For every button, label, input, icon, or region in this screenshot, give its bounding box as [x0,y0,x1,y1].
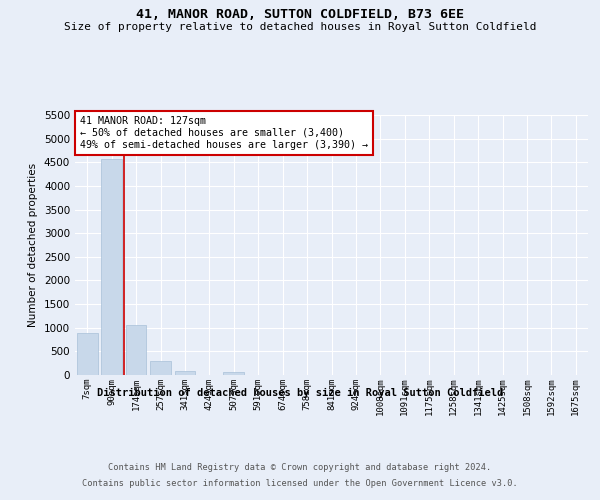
Text: Size of property relative to detached houses in Royal Sutton Coldfield: Size of property relative to detached ho… [64,22,536,32]
Bar [77,334,98,375]
Text: Contains HM Land Registry data © Crown copyright and database right 2024.: Contains HM Land Registry data © Crown c… [109,462,491,471]
Bar [223,372,244,375]
Bar [125,325,146,375]
Bar [101,160,122,375]
Text: 41 MANOR ROAD: 127sqm
← 50% of detached houses are smaller (3,400)
49% of semi-d: 41 MANOR ROAD: 127sqm ← 50% of detached … [80,116,368,150]
Text: 41, MANOR ROAD, SUTTON COLDFIELD, B73 6EE: 41, MANOR ROAD, SUTTON COLDFIELD, B73 6E… [136,8,464,20]
Text: Distribution of detached houses by size in Royal Sutton Coldfield: Distribution of detached houses by size … [97,388,503,398]
Text: Contains public sector information licensed under the Open Government Licence v3: Contains public sector information licen… [82,478,518,488]
Bar [150,362,171,375]
Y-axis label: Number of detached properties: Number of detached properties [28,163,38,327]
Bar [175,371,196,375]
